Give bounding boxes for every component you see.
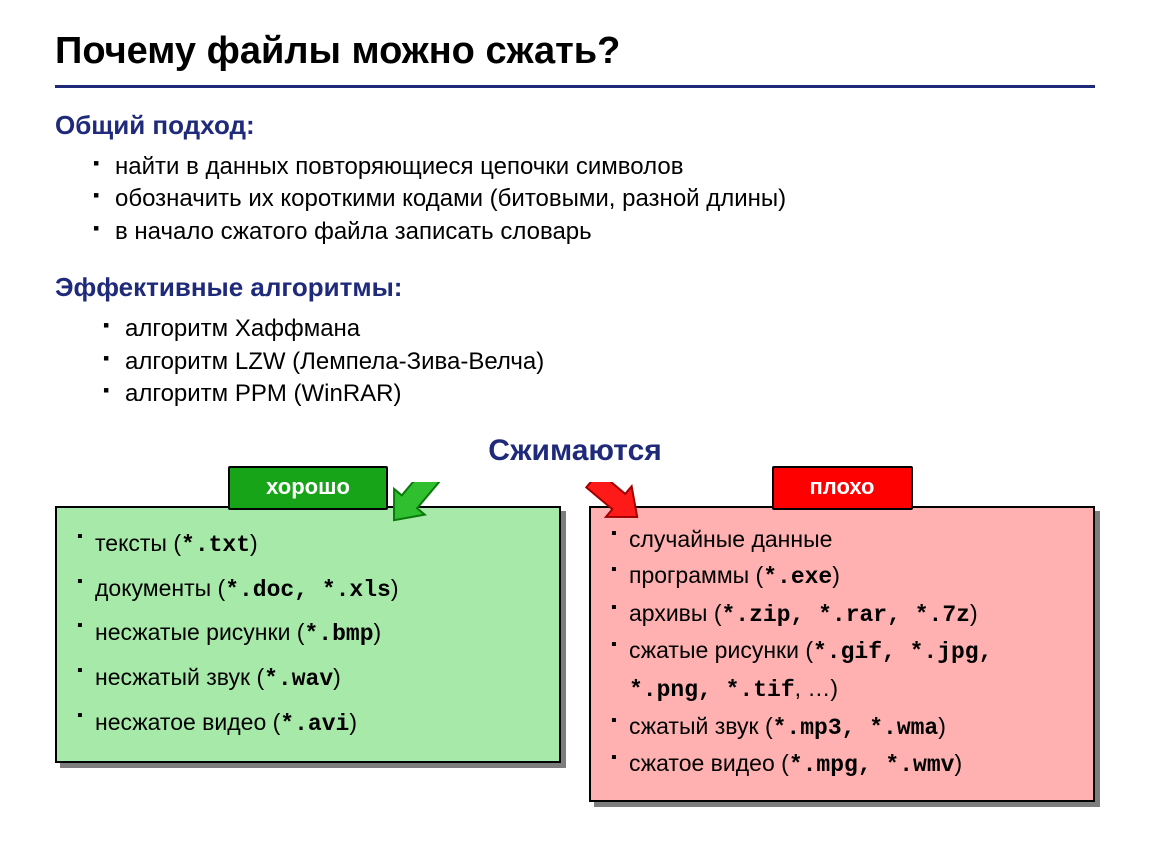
item-code: *.exe — [763, 564, 832, 590]
title-rule — [55, 85, 1095, 88]
section1-heading: Общий подход: — [55, 110, 1095, 141]
item-text: ) — [374, 619, 382, 645]
list-item: алгоритм Хаффмана — [103, 313, 1095, 345]
item-code: *.bmp — [304, 621, 373, 647]
section2-list: алгоритм Хаффмана алгоритм LZW (Лемпела-… — [55, 313, 1095, 410]
good-column: хорошо тексты (*.txt)документы (*.doc, *… — [55, 466, 561, 801]
good-panel: тексты (*.txt)документы (*.doc, *.xls)не… — [55, 506, 561, 763]
item-code: *.avi — [280, 711, 349, 737]
item-code: *.wav — [264, 666, 333, 692]
arrow-left-icon — [355, 482, 445, 540]
item-code: *.mpg, *.wmv — [789, 752, 955, 778]
list-item: алгоритм PPM (WinRAR) — [103, 378, 1095, 410]
list-item: сжатое видео (*.mpg, *.wmv) — [611, 746, 1077, 784]
item-text: сжатое видео ( — [629, 750, 789, 776]
bad-badge: плохо — [772, 466, 913, 510]
item-code: *.doc, *.xls — [225, 577, 391, 603]
item-text: тексты ( — [95, 530, 181, 556]
bad-list: случайные данныепрограммы (*.exe)архивы … — [607, 522, 1077, 783]
list-item: тексты (*.txt) — [77, 522, 543, 567]
bad-panel: случайные данныепрограммы (*.exe)архивы … — [589, 506, 1095, 801]
item-text: несжатые рисунки ( — [95, 619, 304, 645]
item-text: несжатое видео ( — [95, 709, 280, 735]
item-text: программы ( — [629, 562, 763, 588]
list-item: найти в данных повторяющиеся цепочки сим… — [93, 151, 1095, 183]
middle-label: Сжимаются — [55, 434, 1095, 468]
list-item: сжатый звук (*.mp3, *.wma) — [611, 709, 1077, 747]
item-text: архивы ( — [629, 600, 721, 626]
good-list: тексты (*.txt)документы (*.doc, *.xls)не… — [73, 522, 543, 745]
list-item: документы (*.doc, *.xls) — [77, 567, 543, 612]
page-title: Почему файлы можно сжать? — [55, 30, 1095, 73]
item-text: ) — [938, 713, 946, 739]
item-code: *.txt — [181, 532, 250, 558]
item-text: несжатый звук ( — [95, 664, 264, 690]
item-text: ) — [970, 600, 978, 626]
item-text: ) — [250, 530, 258, 556]
list-item: программы (*.exe) — [611, 558, 1077, 596]
list-item: несжатый звук (*.wav) — [77, 656, 543, 701]
list-item: несжатое видео (*.avi) — [77, 701, 543, 746]
list-item: архивы (*.zip, *.rar, *.7z) — [611, 596, 1077, 634]
section1-list: найти в данных повторяющиеся цепочки сим… — [55, 151, 1095, 248]
section2-heading: Эффективные алгоритмы: — [55, 272, 1095, 303]
item-text: ) — [832, 562, 840, 588]
item-text: документы ( — [95, 575, 225, 601]
list-item: случайные данные — [611, 522, 1077, 558]
list-item: несжатые рисунки (*.bmp) — [77, 611, 543, 656]
list-item: в начало сжатого файла записать словарь — [93, 216, 1095, 248]
item-text: ) — [349, 709, 357, 735]
arrow-right-icon — [585, 482, 675, 540]
item-text: ) — [333, 664, 341, 690]
list-item: обозначить их короткими кодами (битовыми… — [93, 183, 1095, 215]
item-code: *.zip, *.rar, *.7z — [721, 602, 969, 628]
item-text: ) — [391, 575, 399, 601]
item-code: *.mp3, *.wma — [773, 715, 939, 741]
item-text: ) — [954, 750, 962, 776]
list-item: сжатые рисунки (*.gif, *.jpg, *.png, *.t… — [611, 633, 1077, 708]
item-text: сжатые рисунки ( — [629, 637, 813, 663]
item-text: , …) — [795, 675, 838, 701]
list-item: алгоритм LZW (Лемпела-Зива-Велча) — [103, 346, 1095, 378]
item-text: сжатый звук ( — [629, 713, 773, 739]
